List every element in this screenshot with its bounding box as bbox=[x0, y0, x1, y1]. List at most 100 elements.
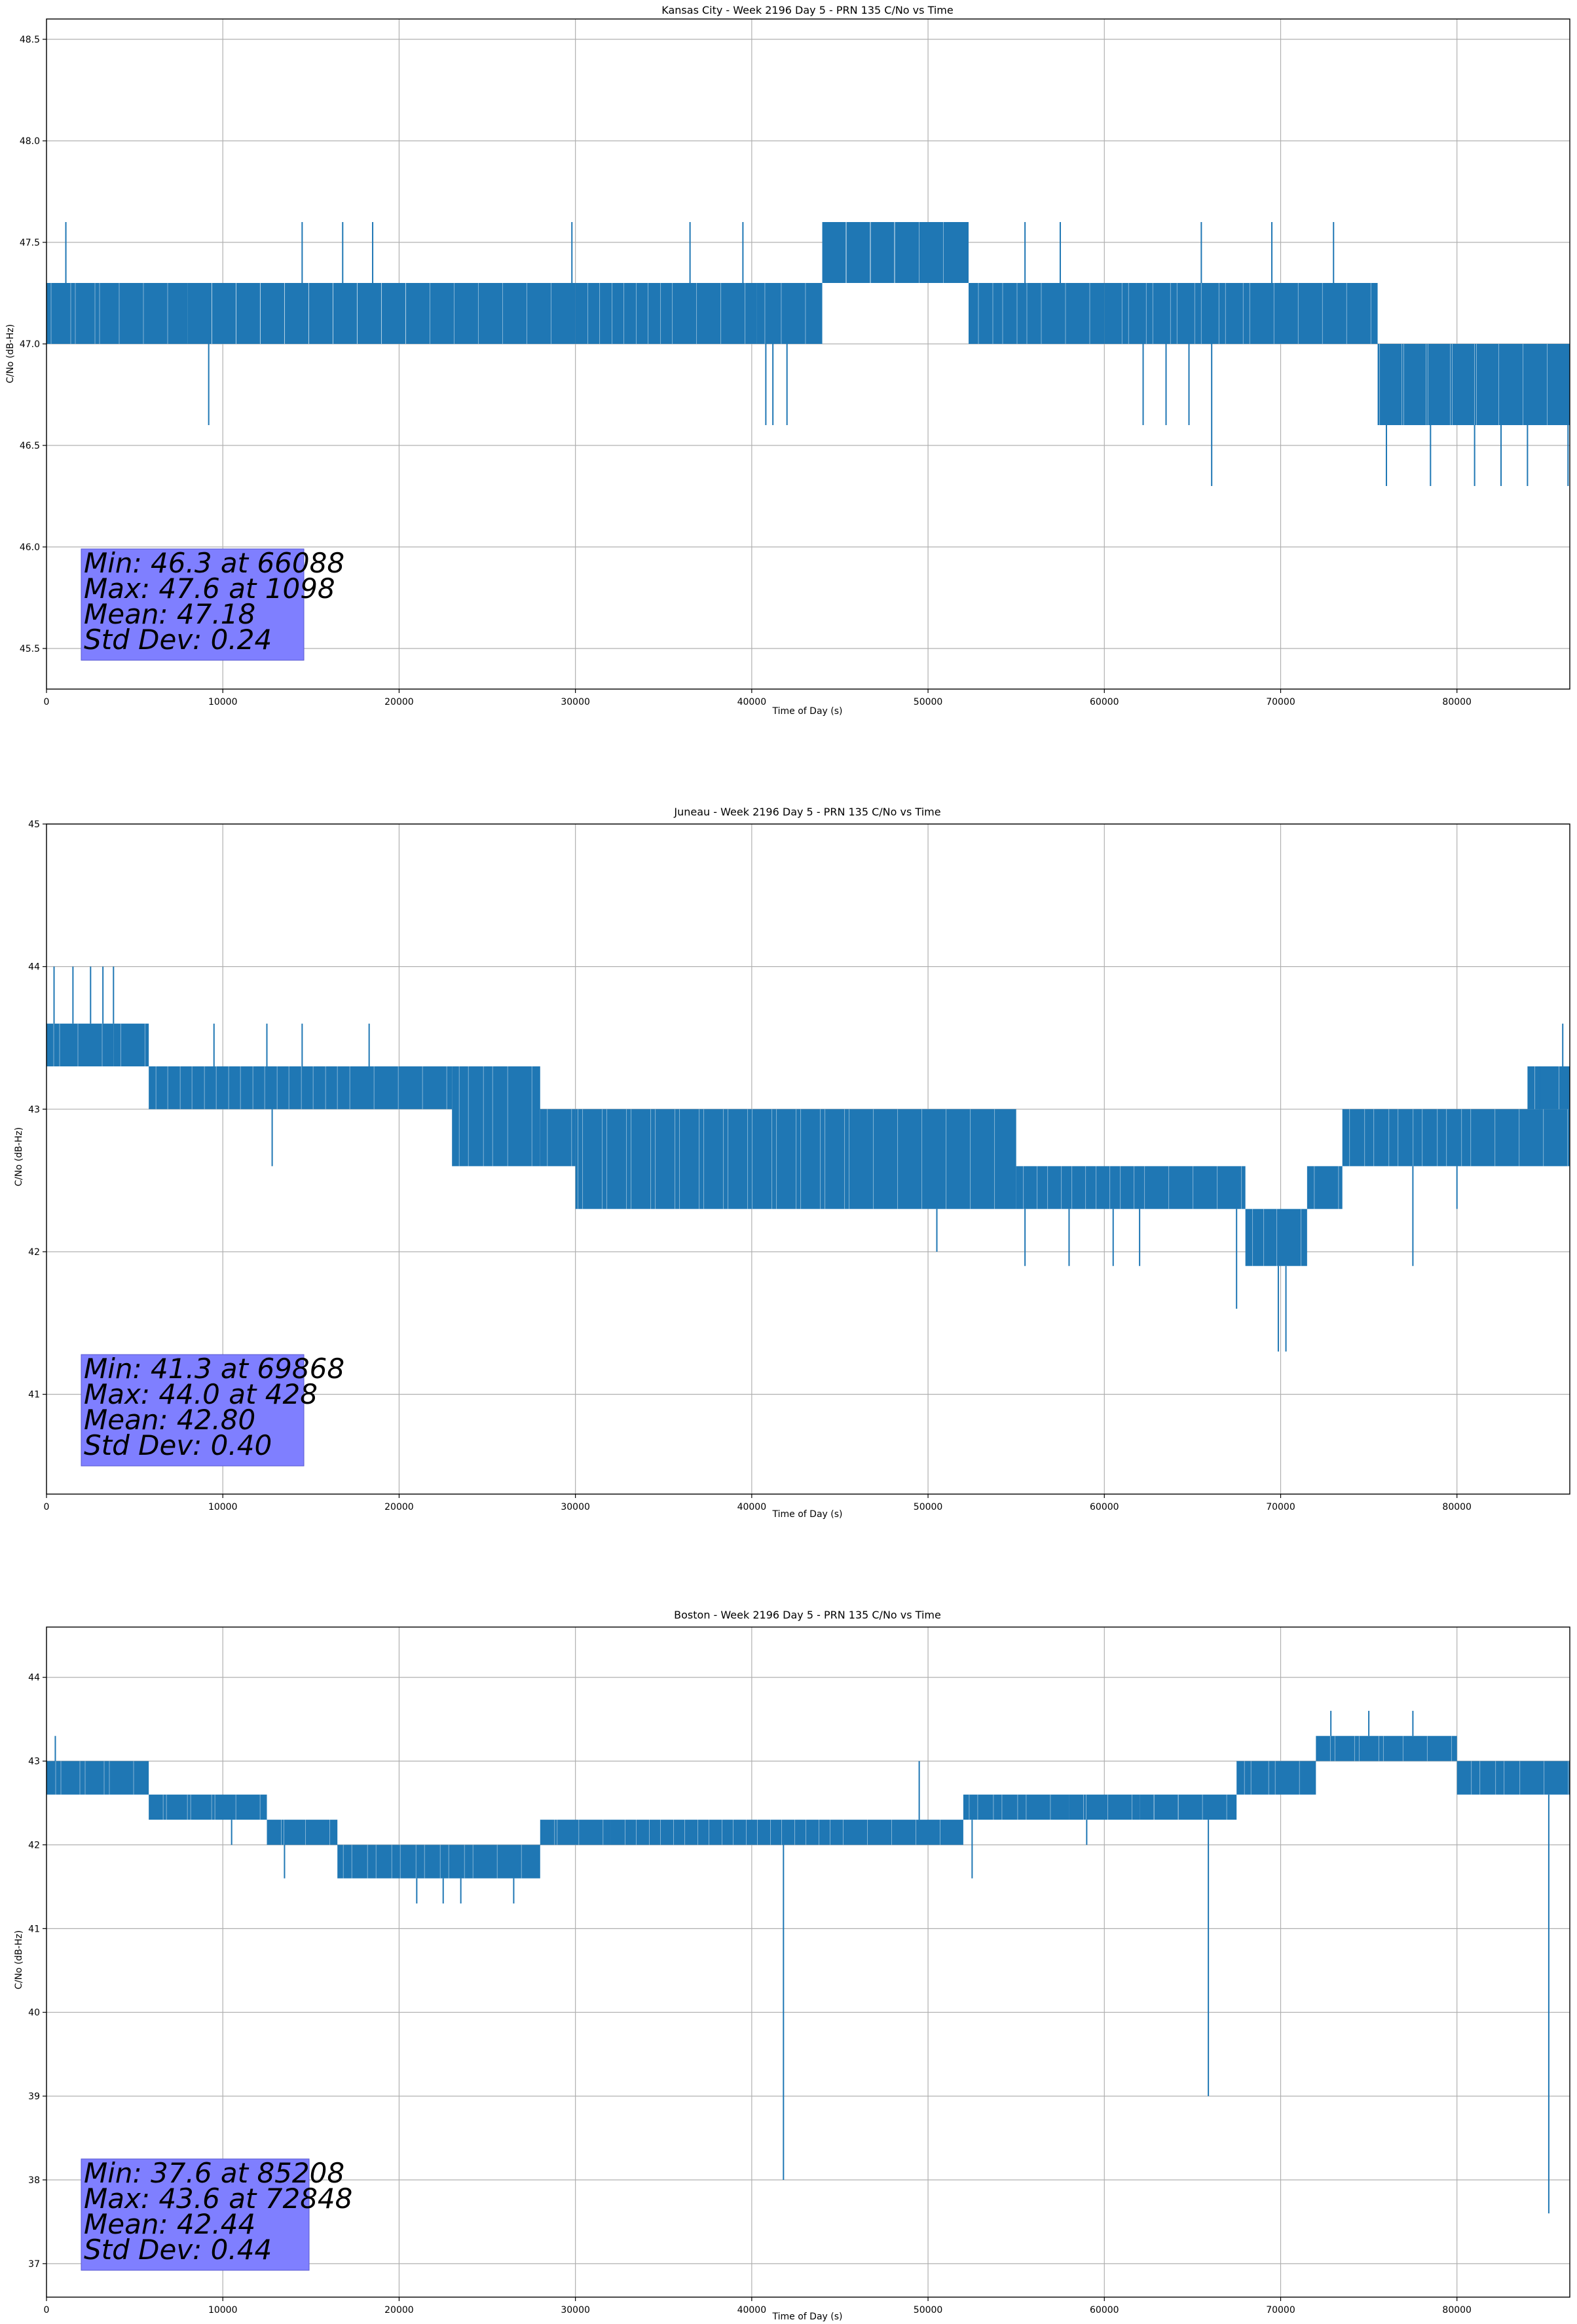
stats-line: Max: 44.0 at 428 bbox=[84, 1378, 318, 1410]
chart-title: Boston - Week 2196 Day 5 - PRN 135 C/No … bbox=[674, 1609, 941, 1621]
series-band bbox=[1016, 1166, 1246, 1209]
series-band bbox=[1140, 1794, 1237, 1820]
x-tick-label: 10000 bbox=[208, 2305, 238, 2315]
x-tick-label: 60000 bbox=[1090, 1502, 1119, 1512]
stats-box-background bbox=[81, 2158, 310, 2271]
series-band bbox=[113, 1023, 149, 1067]
y-tick-label: 40 bbox=[28, 2008, 40, 2018]
y-tick-label: 45 bbox=[28, 819, 40, 830]
x-tick-label: 70000 bbox=[1266, 697, 1295, 707]
series-band bbox=[1069, 1794, 1140, 1820]
series-band bbox=[575, 1109, 1016, 1209]
y-axis-label: C/No (dB-Hz) bbox=[5, 324, 16, 383]
x-tick-label: 30000 bbox=[561, 697, 590, 707]
stats-line: Min: 41.3 at 69868 bbox=[84, 1353, 344, 1385]
series-band bbox=[1316, 1736, 1457, 1761]
series-band bbox=[1104, 283, 1378, 344]
series-band bbox=[46, 1761, 149, 1795]
kansas-city-chart: Kansas City - Week 2196 Day 5 - PRN 135 … bbox=[5, 4, 1570, 717]
series-band bbox=[1527, 1066, 1570, 1110]
ticks: 0 10000 20000 30000 40000 50000 60000 70000 8000… bbox=[28, 1673, 1472, 2315]
series-band bbox=[822, 222, 969, 283]
series-line bbox=[46, 1710, 1570, 2214]
chart-title: Juneau - Week 2196 Day 5 - PRN 135 C/No … bbox=[673, 806, 940, 818]
y-tick-label: 48.5 bbox=[20, 35, 40, 45]
stats-line: Std Dev: 0.40 bbox=[84, 1429, 272, 1461]
y-tick-label: 44 bbox=[28, 1673, 40, 1683]
stats-line: Std Dev: 0.44 bbox=[84, 2234, 272, 2266]
series-band bbox=[1342, 1109, 1570, 1167]
axes-frame bbox=[46, 1626, 1570, 2298]
axes-frame bbox=[46, 823, 1570, 1495]
y-tick-label: 43 bbox=[28, 1104, 40, 1115]
series-band bbox=[1307, 1166, 1343, 1209]
stats-line: Mean: 42.80 bbox=[84, 1404, 255, 1436]
series-band bbox=[963, 1794, 1069, 1820]
ticks: 0 10000 20000 30000 40000 50000 60000 70000 8000… bbox=[28, 819, 1472, 1512]
y-tick-label: 41 bbox=[28, 1390, 40, 1400]
x-tick-label: 50000 bbox=[914, 1502, 943, 1512]
stats-box-background bbox=[81, 548, 305, 661]
y-tick-label: 46.5 bbox=[20, 441, 40, 451]
y-tick-label: 45.5 bbox=[20, 644, 40, 654]
y-tick-label: 47.5 bbox=[20, 238, 40, 248]
x-tick-label: 40000 bbox=[737, 697, 767, 707]
series-line bbox=[46, 966, 1570, 1352]
series-band bbox=[46, 1023, 114, 1067]
series-band bbox=[610, 1820, 963, 1845]
series-band bbox=[1377, 344, 1570, 425]
y-tick-label: 38 bbox=[28, 2175, 40, 2186]
x-tick-label: 50000 bbox=[914, 2305, 943, 2315]
x-tick-label: 70000 bbox=[1266, 1502, 1295, 1512]
series-band bbox=[1245, 1209, 1307, 1266]
series-line bbox=[46, 222, 1570, 486]
x-tick-label: 80000 bbox=[1442, 1502, 1472, 1512]
y-tick-label: 47.0 bbox=[20, 339, 40, 350]
x-tick-label: 80000 bbox=[1442, 2305, 1472, 2315]
series-band bbox=[1236, 1761, 1316, 1795]
y-tick-label: 42 bbox=[28, 1247, 40, 1258]
x-tick-label: 40000 bbox=[737, 1502, 767, 1512]
chart-title: Kansas City - Week 2196 Day 5 - PRN 135 … bbox=[661, 4, 953, 16]
x-tick-label: 60000 bbox=[1090, 2305, 1119, 2315]
x-tick-label: 20000 bbox=[384, 1502, 414, 1512]
stats-line: Min: 37.6 at 85208 bbox=[84, 2157, 344, 2189]
x-tick-label: 50000 bbox=[914, 697, 943, 707]
stats-line: Min: 46.3 at 66088 bbox=[84, 547, 344, 579]
x-axis-label: Time of Day (s) bbox=[772, 1509, 843, 1520]
x-tick-label: 20000 bbox=[384, 697, 414, 707]
x-tick-label: 20000 bbox=[384, 2305, 414, 2315]
y-tick-label: 39 bbox=[28, 2091, 40, 2102]
series-band bbox=[540, 1109, 576, 1167]
stats-line: Mean: 42.44 bbox=[84, 2208, 255, 2240]
x-tick-label: 0 bbox=[44, 2305, 50, 2315]
series-band bbox=[756, 283, 823, 344]
x-tick-label: 60000 bbox=[1090, 697, 1119, 707]
x-axis-label: Time of Day (s) bbox=[772, 706, 843, 717]
y-tick-label: 48.0 bbox=[20, 136, 40, 147]
stats-box-background bbox=[81, 1354, 305, 1467]
series-band bbox=[267, 1820, 338, 1845]
x-tick-label: 10000 bbox=[208, 1502, 238, 1512]
series-band bbox=[540, 1820, 611, 1845]
y-tick-label: 41 bbox=[28, 1924, 40, 1934]
x-tick-label: 10000 bbox=[208, 697, 238, 707]
series-band bbox=[149, 1066, 453, 1110]
x-tick-label: 0 bbox=[44, 1502, 50, 1512]
x-tick-label: 80000 bbox=[1442, 697, 1472, 707]
y-tick-label: 46.0 bbox=[20, 542, 40, 553]
y-tick-label: 44 bbox=[28, 962, 40, 973]
x-tick-label: 0 bbox=[44, 697, 50, 707]
y-tick-label: 37 bbox=[28, 2259, 40, 2270]
x-tick-label: 30000 bbox=[561, 2305, 590, 2315]
series-band bbox=[452, 1066, 540, 1167]
series-band bbox=[46, 283, 188, 344]
series-band bbox=[575, 283, 757, 344]
ticks: 0 10000 20000 30000 40000 50000 60000 70000 8000… bbox=[20, 35, 1472, 707]
stats-line: Max: 43.6 at 72848 bbox=[84, 2183, 352, 2215]
juneau-chart: Juneau - Week 2196 Day 5 - PRN 135 C/No … bbox=[14, 806, 1570, 1520]
stats-line: Max: 47.6 at 1098 bbox=[84, 572, 335, 605]
stats-line: Mean: 47.18 bbox=[84, 598, 255, 630]
